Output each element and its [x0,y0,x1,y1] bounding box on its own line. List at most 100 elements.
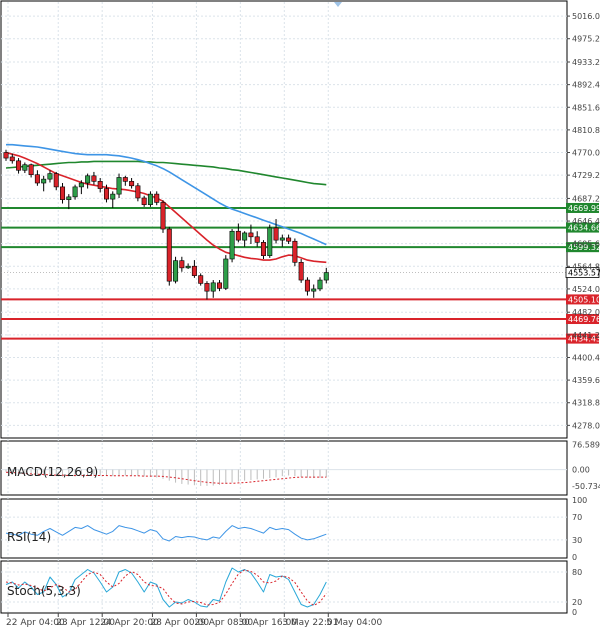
rsi-series [5,525,327,542]
time-tick-label: 22 Apr 04:00 [6,618,65,628]
bear-candle-body [235,230,241,241]
macd-tick-label: -50.734 [572,482,600,491]
bear-candle-body [60,186,66,200]
macd-tick-label: 0.00 [572,466,590,475]
stoch-main-line [5,567,327,608]
bull-candle-body [116,177,122,195]
rsi-tick-label: 30 [572,536,582,545]
price-tick-label: 4933.20 [572,58,600,67]
ma-mid-line [6,143,327,246]
bull-candle-body [317,279,323,290]
resistance-level-tag-label: 4634.66 [568,224,600,233]
support-level-tag-label: 4505.10 [568,295,600,304]
bear-candle-body [292,240,298,263]
bear-candle-body [3,152,9,159]
price-tick-label: 4892.40 [572,81,600,90]
bear-candle-body [179,260,185,269]
time-tick-label: 29 Apr 08:00 [194,618,253,628]
bull-candle-body [223,258,229,289]
bear-candle-body [204,283,210,292]
bear-candle-body [166,228,172,282]
bull-candle-body [72,186,78,198]
price-tick-label: 4564.80 [572,262,600,271]
price-tick-label: 4400.40 [572,353,600,362]
bull-candle-body [85,175,91,184]
price-tick-label: 4975.20 [572,35,600,44]
rsi-line [5,525,327,542]
grid-lines [1,2,567,612]
price-tick-label: 4524.00 [572,285,600,294]
bear-candle-body [160,202,166,230]
bear-candle-body [103,188,109,200]
bear-candle-body [141,197,147,205]
price-tick-label: 5016.00 [572,12,600,21]
stoch-label: Stoch(5,3,3) [7,584,81,598]
bear-candle-body [191,265,197,276]
resistance-level-tag [566,222,599,233]
bull-candle-body [78,182,84,188]
bull-candle-body [41,178,47,184]
support-level-tag [566,333,599,344]
resistance-level-tag-label: 4669.99 [568,204,600,213]
bull-candle-body [242,232,248,241]
bear-candle-body [248,232,254,238]
ma-fast-line [5,151,327,264]
time-tick-label: 28 Apr 00:00 [150,618,209,628]
macd-label: MACD(12,26,9) [7,465,98,479]
rsi-label: RSI(14) [7,530,51,544]
bear-candle-body [260,242,266,256]
bull-candle-body [147,193,153,205]
bull-candle-body [229,230,235,260]
resistance-level-tag [566,242,599,253]
price-tick-label: 4770.00 [572,149,600,158]
stoch-tick-label: 80 [572,568,582,577]
bull-candle-body [110,193,116,200]
bear-candle-body [9,156,15,162]
price-tick-label: 4482.00 [572,308,600,317]
bull-candle-body [279,237,285,241]
price-tick-label: 4441.20 [572,331,600,340]
bear-candle-body [97,181,103,189]
support-level-tag-label: 4469.76 [568,315,600,324]
bull-candle-body [66,196,72,200]
current-price-label: 4553.57 [568,269,600,278]
bear-candle-body [298,262,304,281]
support-level-tag-label: 4434.43 [568,335,600,344]
time-tick-label: 24 Apr 20:00 [100,618,159,628]
bull-candle-body [47,173,53,180]
ma-slow-line [5,160,327,186]
stoch-tick-label: 0 [572,608,577,617]
support-level-tag [566,294,599,305]
moving-averages [5,143,327,264]
bear-candle-body [217,282,223,289]
price-tick-label: 4729.20 [572,171,600,180]
price-tick-label: 4318.80 [572,399,600,408]
bear-candle-body [254,236,260,243]
bear-candle-body [16,160,22,171]
bull-candle-body [323,272,329,281]
rsi-tick-label: 100 [572,496,587,505]
bear-candle-body [34,174,40,184]
price-tick-label: 4359.60 [572,376,600,385]
stoch-tick-label: 20 [572,598,582,607]
bull-candle-body [210,282,216,292]
bear-candle-body [135,185,141,199]
bull-candle-body [173,260,179,282]
bear-candle-body [286,237,292,242]
bull-candle-body [267,227,273,256]
stoch-signal-line [5,569,327,607]
bull-candle-body [185,265,191,269]
stoch-series [5,567,327,608]
bear-candle-body [91,175,97,182]
macd-series [5,469,327,486]
scroll-marker-icon[interactable] [334,2,342,7]
resistance-level-tag-label: 4599.32 [568,243,600,252]
resistance-level-tag [566,202,599,213]
support-level-tag [566,314,599,325]
macd-tick-label: 76.589 [572,441,600,450]
time-tick-label: 23 Apr 12:00 [56,618,115,628]
price-axis: 5016.00 4975.20 4933.20 4892.40 4851.60 4810.… [567,12,600,617]
